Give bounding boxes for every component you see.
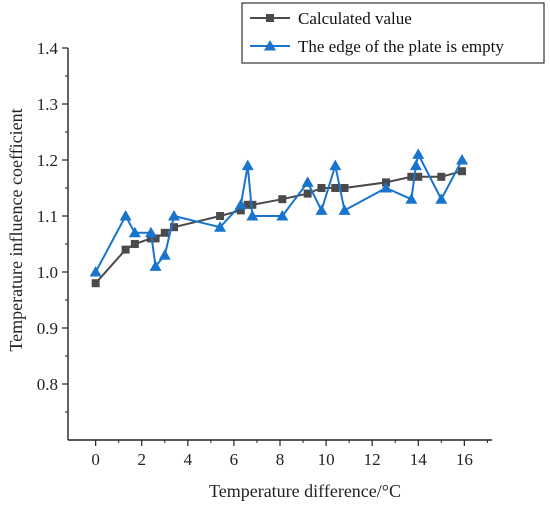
data-point xyxy=(216,212,225,220)
data-point xyxy=(236,206,245,215)
data-point xyxy=(130,240,139,248)
legend-label: The edge of the plate is empty xyxy=(298,37,504,56)
data-point xyxy=(243,200,252,209)
series-layer xyxy=(89,148,469,288)
y-tick-label: 1.1 xyxy=(37,207,58,226)
y-tick-label: 1.2 xyxy=(37,151,58,170)
data-point xyxy=(91,279,100,288)
data-point xyxy=(151,234,160,243)
legend-marker xyxy=(266,14,274,22)
data-point xyxy=(158,249,171,260)
data-point xyxy=(119,210,132,221)
data-point xyxy=(276,210,289,221)
x-tick-label: 6 xyxy=(230,450,239,469)
data-point xyxy=(89,266,102,277)
data-point xyxy=(214,221,227,232)
data-point xyxy=(170,223,178,232)
series-2 xyxy=(89,148,469,277)
data-point xyxy=(144,226,157,238)
data-point xyxy=(329,159,342,171)
data-point xyxy=(458,167,467,176)
y-tick-label: 1.3 xyxy=(37,95,58,114)
x-tick-label: 0 xyxy=(91,450,100,469)
data-point xyxy=(303,189,312,198)
x-tick-label: 14 xyxy=(410,450,428,469)
x-tick-label: 4 xyxy=(184,450,193,469)
y-axis-title: Temperature influence coefficient xyxy=(6,108,26,351)
data-point xyxy=(380,182,392,193)
data-point xyxy=(315,204,328,215)
legend-box xyxy=(241,2,545,64)
series-line xyxy=(94,170,463,284)
data-point xyxy=(340,184,349,192)
data-point xyxy=(149,260,162,271)
data-point xyxy=(435,193,448,204)
x-tick-label: 10 xyxy=(318,450,335,469)
data-point xyxy=(246,210,259,221)
data-point xyxy=(412,148,425,159)
x-axis-title: Temperature difference/°C xyxy=(209,481,401,501)
x-tick-label: 16 xyxy=(456,450,473,469)
data-point xyxy=(241,159,254,171)
data-point xyxy=(414,172,423,181)
data-point xyxy=(160,228,169,237)
data-point xyxy=(168,210,180,221)
data-point xyxy=(234,198,247,210)
axes-layer: 0.8 0.9 1.0 1.1 1.2 1.3 1.4 0 2 4 6 8 10 12 14 16 xyxy=(37,39,492,469)
legend-marker xyxy=(264,40,276,51)
data-point xyxy=(128,226,141,238)
data-point xyxy=(331,184,340,192)
data-point xyxy=(301,176,314,187)
data-point xyxy=(248,200,257,209)
y-tick-label: 1.0 xyxy=(37,263,58,282)
series-line xyxy=(94,151,463,273)
legend: Calculated value The edge of the plate is… xyxy=(241,2,545,64)
x-tick-label: 2 xyxy=(137,450,146,469)
data-point xyxy=(317,184,326,192)
y-tick-label: 1.4 xyxy=(37,39,59,58)
legend-label: Calculated value xyxy=(298,9,412,28)
data-point xyxy=(437,172,446,181)
data-point xyxy=(338,204,351,215)
y-tick-label: 0.8 xyxy=(37,375,58,394)
data-point xyxy=(278,195,287,204)
data-point xyxy=(409,159,422,171)
data-point xyxy=(405,193,418,204)
data-point xyxy=(121,245,130,254)
y-tick-label: 0.9 xyxy=(37,319,58,338)
data-point xyxy=(407,172,416,181)
data-point xyxy=(456,154,469,165)
x-tick-label: 12 xyxy=(364,450,381,469)
x-tick-label: 8 xyxy=(276,450,285,469)
series-1 xyxy=(91,167,467,288)
